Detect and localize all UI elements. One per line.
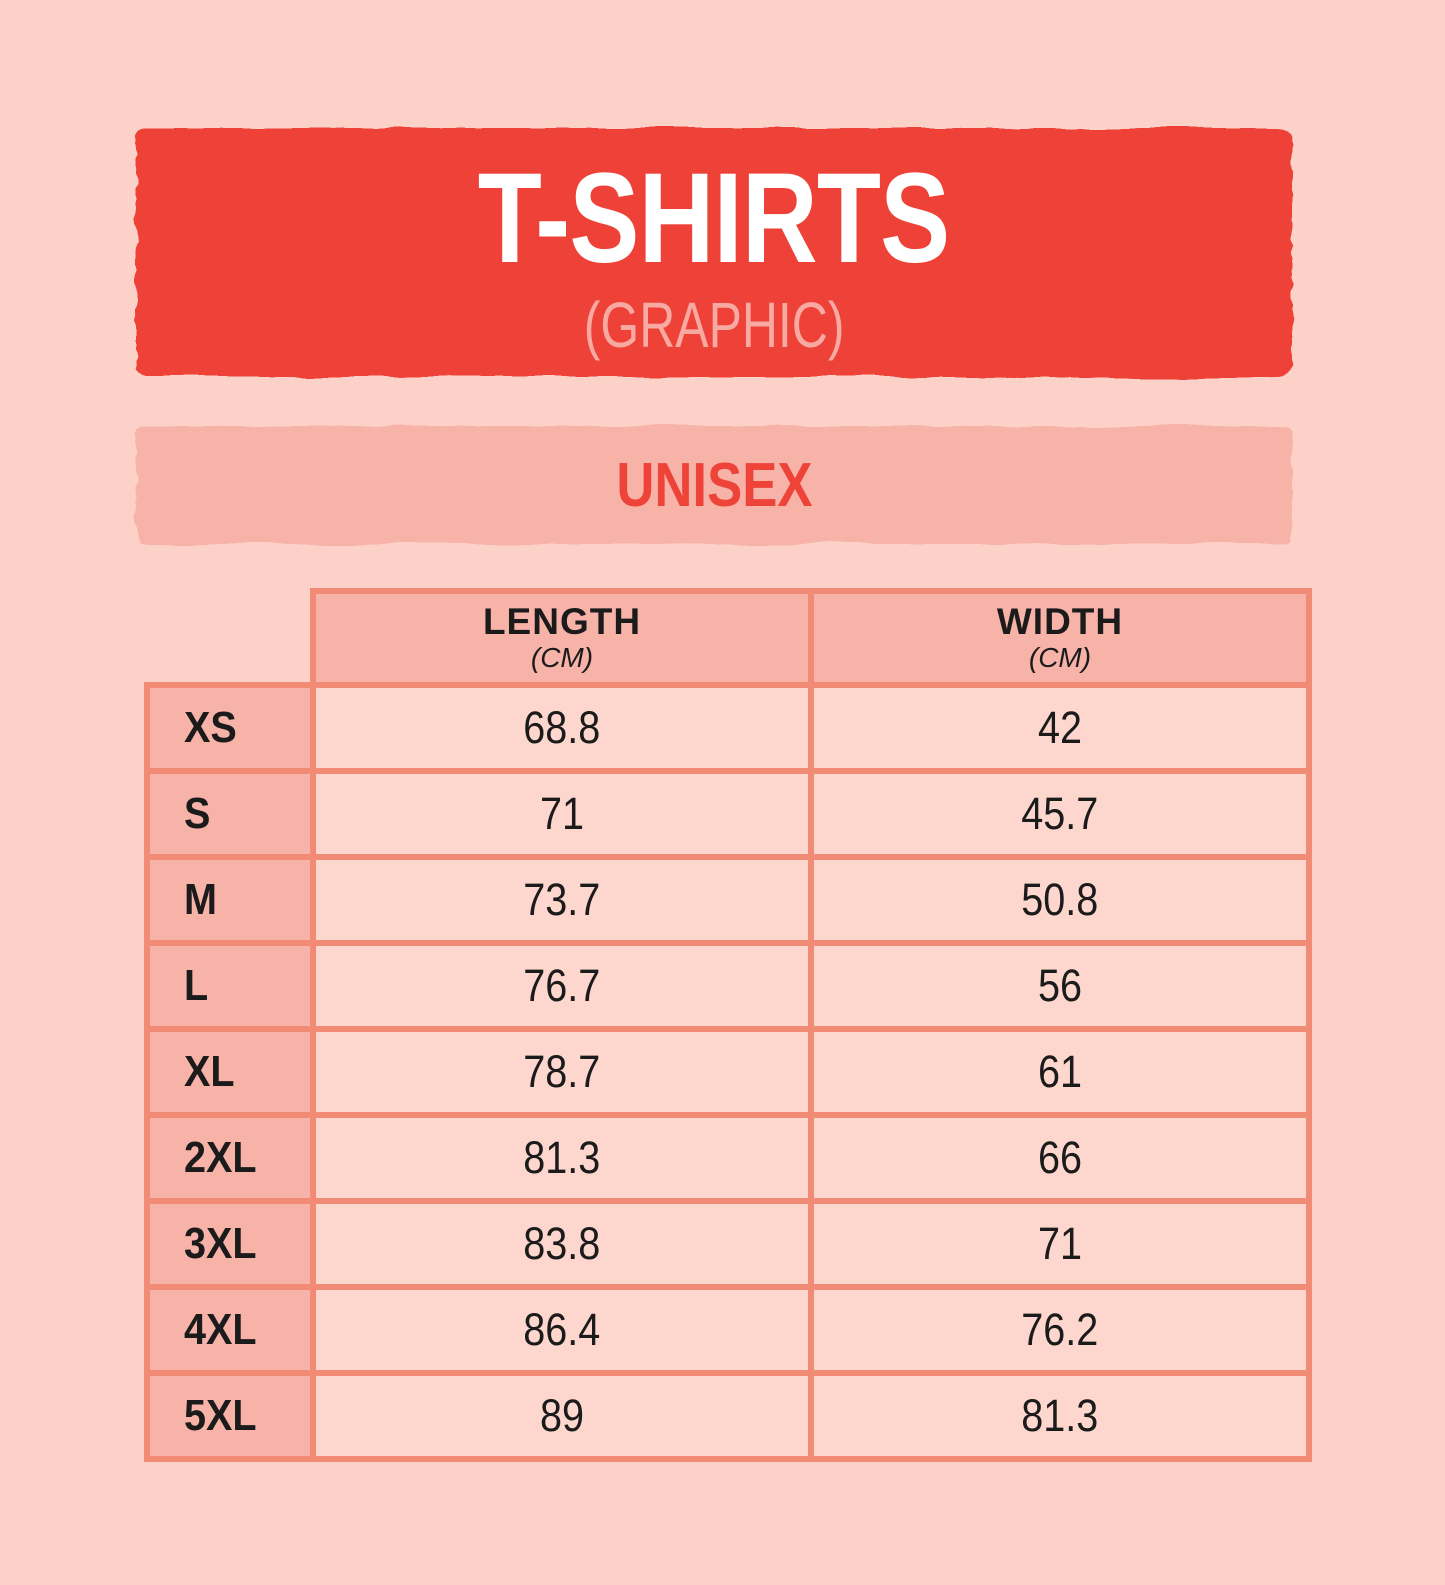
length-cell: 78.7 — [310, 1026, 814, 1118]
column-header-length-label: LENGTH — [482, 600, 642, 642]
size-cell: L — [144, 940, 316, 1032]
title-banner-background — [136, 128, 1292, 377]
table-row: XL 78.7 61 — [144, 1026, 1312, 1118]
width-cell: 42 — [808, 682, 1312, 774]
size-cell: 2XL — [144, 1112, 316, 1204]
category-label: UNISEX — [615, 450, 813, 520]
size-cell: S — [144, 768, 316, 860]
width-cell: 71 — [808, 1198, 1312, 1290]
size-cell: 5XL — [144, 1370, 316, 1462]
column-header-length: LENGTH (CM) — [310, 588, 814, 688]
table-row: 2XL 81.3 66 — [144, 1112, 1312, 1204]
table-row: 5XL 89 81.3 — [144, 1370, 1312, 1462]
column-header-width: WIDTH (CM) — [808, 588, 1312, 688]
length-cell: 81.3 — [310, 1112, 814, 1204]
size-table: LENGTH (CM) WIDTH (CM) XS 68.8 42 S 71 4… — [144, 588, 1312, 1462]
length-cell: 76.7 — [310, 940, 814, 1032]
length-cell: 83.8 — [310, 1198, 814, 1290]
table-header-row: LENGTH (CM) WIDTH (CM) — [147, 588, 1312, 688]
table-row: S 71 45.7 — [144, 768, 1312, 860]
category-banner: UNISEX — [136, 426, 1292, 544]
width-cell: 45.7 — [808, 768, 1312, 860]
length-cell: 71 — [310, 768, 814, 860]
size-cell: M — [144, 854, 316, 946]
column-header-width-unit: (CM) — [1028, 642, 1092, 674]
size-cell: XL — [144, 1026, 316, 1118]
width-cell: 76.2 — [808, 1284, 1312, 1376]
table-row: M 73.7 50.8 — [144, 854, 1312, 946]
width-cell: 56 — [808, 940, 1312, 1032]
width-cell: 61 — [808, 1026, 1312, 1118]
table-row: 3XL 83.8 71 — [144, 1198, 1312, 1290]
size-cell: XS — [144, 682, 316, 774]
table-row: L 76.7 56 — [144, 940, 1312, 1032]
column-header-length-unit: (CM) — [530, 642, 594, 674]
corner-spacer — [147, 591, 313, 685]
length-cell: 86.4 — [310, 1284, 814, 1376]
size-cell: 4XL — [144, 1284, 316, 1376]
width-cell: 81.3 — [808, 1370, 1312, 1462]
length-cell: 73.7 — [310, 854, 814, 946]
table-row: XS 68.8 42 — [144, 682, 1312, 774]
page-subtitle: (GRAPHIC) — [583, 288, 845, 361]
length-cell: 89 — [310, 1370, 814, 1462]
category-banner-background — [136, 426, 1292, 544]
width-cell: 50.8 — [808, 854, 1312, 946]
length-cell: 68.8 — [310, 682, 814, 774]
page-title: T-SHIRTS — [478, 146, 950, 290]
table-row: 4XL 86.4 76.2 — [144, 1284, 1312, 1376]
title-banner: T-SHIRTS (GRAPHIC) — [136, 128, 1292, 377]
column-header-width-label: WIDTH — [996, 600, 1124, 642]
size-cell: 3XL — [144, 1198, 316, 1290]
width-cell: 66 — [808, 1112, 1312, 1204]
